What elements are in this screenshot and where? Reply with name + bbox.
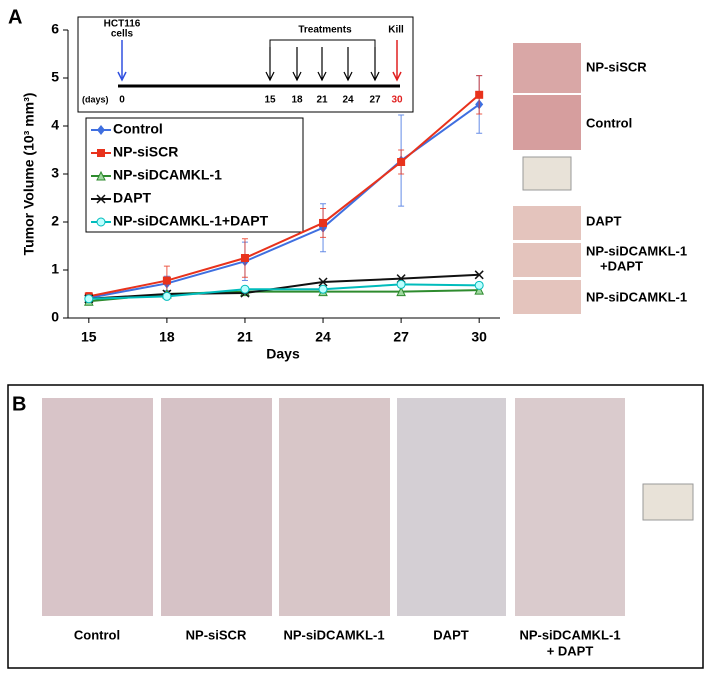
point [96,170,106,181]
x-tick-label: 27 [393,329,409,345]
arrow-head [370,71,380,82]
photo [513,243,581,277]
legend-label: Control [113,121,163,137]
panel-label: A [8,6,22,28]
photo-label: NP-siDCAMKL-1 [586,243,687,258]
legend [85,117,304,233]
y-tick-label: 6 [51,21,59,37]
timeline-label: HCT116 [104,19,141,30]
photo [513,43,581,93]
timeline-day: 0 [119,95,125,106]
point [397,158,406,166]
point [96,217,106,227]
photo [397,398,506,616]
mice-photos: Control NP-siSCR NP-siDCAMKL-1 DAPT NP-s… [42,398,694,658]
point [84,294,94,304]
photo-label: +DAPT [600,258,643,273]
y-tick-label: 1 [51,261,59,277]
timeline-label: Kill [388,25,404,36]
y-axis-title: Tumor Volume (10³ mm³) [21,93,37,256]
legend-label: NP-siDCAMKL-1 [113,167,222,183]
arrow-head [343,71,353,82]
ruler [642,483,694,521]
x-axis-title: Days [266,346,300,362]
ruler [522,156,572,191]
photo-label: NP-siDCAMKL-1 [586,289,687,304]
photo-label: DAPT [586,213,621,228]
legend-label: NP-siDCAMKL-1+DAPT [113,213,269,229]
bracket [269,39,376,47]
photo-label: NP-siSCR [586,59,647,74]
mouse-label: Control [74,627,120,642]
point [396,286,406,297]
y-tick-label: 4 [51,117,59,133]
legend-label: NP-siSCR [113,144,178,160]
tumor-photos: NP-siSCR Control DAPT NP-siDCAMKL-1 +DAP… [513,43,687,314]
x-tick-label: 24 [315,329,331,345]
mouse-label: + DAPT [547,643,594,658]
arrow-head [392,71,402,82]
timeline-label: (days) [82,94,109,104]
arrow-head [317,71,327,82]
mouse-label: NP-siDCAMKL-1 [283,627,384,642]
series-line [88,273,480,300]
x-tick-label: 21 [237,329,253,345]
inset-box [77,16,414,113]
series-line [88,283,480,300]
point [474,285,484,295]
photo [515,398,625,616]
y-tick-label: 3 [51,165,59,181]
point [318,284,328,294]
point [96,194,106,204]
series-line [88,94,480,298]
timeline-day: 30 [391,95,403,106]
timeline-label: Treatments [298,25,352,36]
photo [513,206,581,240]
arrow-head [265,71,275,82]
point [474,280,484,290]
x-tick-label: 15 [81,329,97,345]
y-tick-label: 2 [51,213,59,229]
legend-label: DAPT [113,190,152,206]
arrow-head [117,71,127,82]
photo [279,398,390,616]
photo [161,398,272,616]
photo [513,95,581,150]
point [319,218,328,227]
panel-label: B [12,393,26,415]
photo [513,280,581,314]
photo [42,398,153,616]
y-tick-label: 0 [51,309,59,325]
arrow-head [292,71,302,82]
point [162,276,171,285]
timeline-day: 18 [291,95,303,106]
point [396,279,406,289]
point [97,149,105,157]
point [97,125,105,135]
point [474,270,484,280]
point [162,291,172,301]
mouse-label: NP-siSCR [186,627,247,642]
panel-box [7,384,704,669]
x-tick-label: 18 [159,329,175,345]
x-tick-label: 30 [471,329,487,345]
point [318,277,328,287]
timeline-day: 27 [369,95,381,106]
point [240,284,250,294]
photo-label: Control [586,115,632,130]
y-tick-label: 5 [51,69,59,85]
timeline-label: cells [111,29,134,40]
point [240,254,249,262]
mouse-label: NP-siDCAMKL-1 [519,627,620,642]
timeline-day: 21 [316,95,328,106]
timeline: HCT116 cells Treatments Kill (days) [77,16,414,113]
timeline-day: 15 [264,95,276,106]
timeline-day: 24 [342,95,354,106]
point [475,90,484,99]
mouse-label: DAPT [433,627,468,642]
